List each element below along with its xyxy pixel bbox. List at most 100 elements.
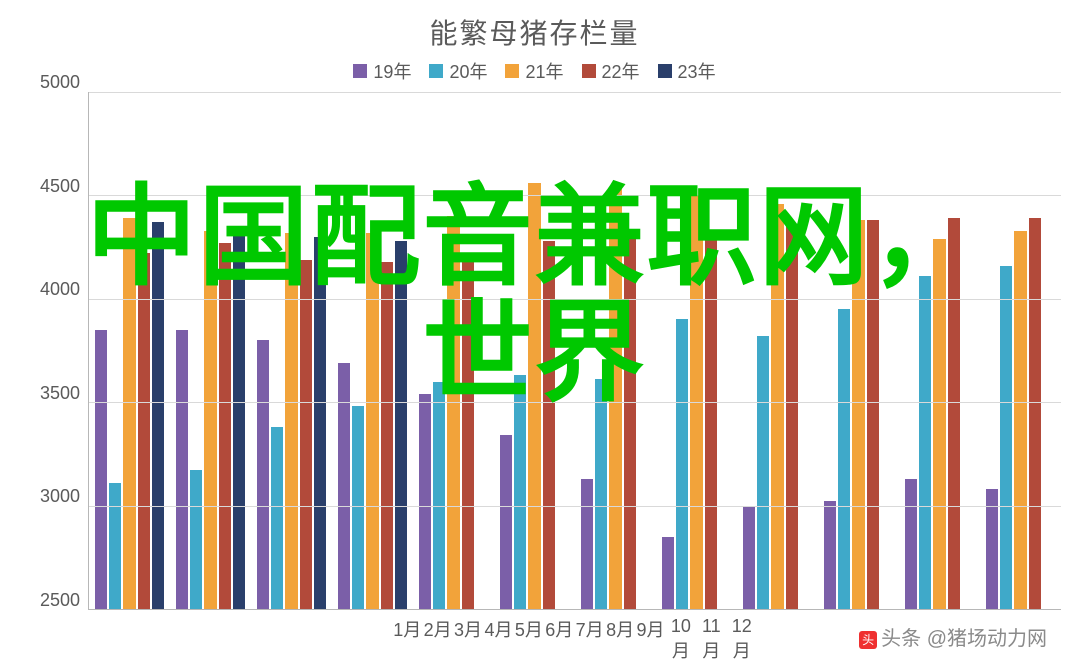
bar: [743, 506, 755, 609]
x-tick-label: 2月: [422, 616, 452, 663]
bar: [314, 237, 326, 609]
plot-area: [88, 92, 1061, 610]
bar: [271, 427, 283, 609]
bar: [986, 489, 998, 609]
bar: [528, 183, 540, 609]
legend: 19年 20年 21年 22年 23年: [353, 58, 715, 84]
gridline: [89, 195, 1061, 196]
bar: [190, 470, 202, 609]
bar: [757, 336, 769, 609]
bar: [676, 319, 688, 609]
x-axis: 1月2月3月4月5月6月7月8月9月10月11月12月: [392, 616, 757, 663]
bar: [352, 406, 364, 609]
bar: [786, 224, 798, 609]
bar: [462, 260, 474, 609]
chart-title: 能繁母猪存栏量: [429, 12, 639, 52]
bar: [609, 187, 621, 609]
legend-swatch: [505, 64, 519, 78]
bar: [595, 379, 607, 609]
bar: [1029, 218, 1041, 609]
bar: [176, 330, 188, 609]
bar: [338, 363, 350, 609]
x-tick-label: 9月: [635, 616, 665, 663]
x-tick-label: 10月: [666, 616, 696, 663]
y-tick-label: 3500: [40, 383, 80, 403]
legend-item: 22年: [582, 58, 640, 84]
chart-container: 能繁母猪存栏量 19年20年21年22年23年 5000450040003500…: [0, 0, 1069, 671]
plot-wrap: 500045004000350030002500: [8, 92, 1061, 610]
bar-group: [89, 92, 170, 609]
bar: [95, 330, 107, 609]
y-tick-label: 5000: [40, 72, 80, 92]
bar: [771, 204, 783, 609]
x-tick-label: 3月: [453, 616, 483, 663]
legend-item: 19年: [353, 58, 411, 84]
bar-group: [818, 92, 899, 609]
legend-label: 22年: [602, 58, 640, 84]
bar: [948, 218, 960, 609]
bar: [905, 479, 917, 609]
bar-group: [251, 92, 332, 609]
x-tick-label: 4月: [483, 616, 513, 663]
bar: [543, 241, 555, 609]
bar: [867, 220, 879, 609]
bar: [852, 220, 864, 609]
bar: [500, 435, 512, 609]
bar: [1000, 266, 1012, 609]
bar: [109, 483, 121, 609]
bar: [838, 309, 850, 609]
x-tick-label: 6月: [544, 616, 574, 663]
bar: [705, 233, 717, 609]
bar: [919, 276, 931, 609]
legend-label: 20年: [449, 58, 487, 84]
x-tick-label: 1月: [392, 616, 422, 663]
gridline: [89, 506, 1061, 507]
legend-label: 19年: [373, 58, 411, 84]
bar: [824, 501, 836, 609]
bar: [514, 375, 526, 609]
bar: [204, 231, 216, 609]
y-tick-label: 3000: [40, 486, 80, 506]
bar: [419, 394, 431, 609]
y-tick-label: 4000: [40, 279, 80, 299]
legend-item: 21年: [505, 58, 563, 84]
bars-row: [89, 92, 1061, 609]
bar-group: [980, 92, 1061, 609]
x-tick-label: 12月: [727, 616, 757, 663]
legend-swatch: [582, 64, 596, 78]
bar: [1014, 231, 1026, 609]
x-tick-label: 8月: [605, 616, 635, 663]
gridline: [89, 299, 1061, 300]
bar: [624, 237, 636, 609]
bar: [447, 216, 459, 609]
legend-item: 23年: [658, 58, 716, 84]
bar: [662, 537, 674, 609]
bar: [581, 479, 593, 609]
bar-group: [899, 92, 980, 609]
bar: [233, 229, 245, 610]
bar: [395, 241, 407, 609]
bar-group: [737, 92, 818, 609]
bar: [123, 218, 135, 609]
legend-label: 21年: [525, 58, 563, 84]
legend-swatch: [658, 64, 672, 78]
bar-group: [575, 92, 656, 609]
bar: [300, 260, 312, 609]
bar: [152, 222, 164, 609]
bar: [257, 340, 269, 609]
bar: [933, 239, 945, 609]
legend-label: 23年: [678, 58, 716, 84]
bar-group: [332, 92, 413, 609]
gridline: [89, 92, 1061, 93]
gridline: [89, 402, 1061, 403]
bar-group: [656, 92, 737, 609]
bar: [433, 382, 445, 609]
legend-swatch: [353, 64, 367, 78]
x-tick-label: 5月: [514, 616, 544, 663]
x-tick-label: 11月: [696, 616, 726, 663]
bar: [138, 253, 150, 609]
x-tick-label: 7月: [574, 616, 604, 663]
bar-group: [413, 92, 494, 609]
legend-swatch: [429, 64, 443, 78]
bar: [285, 233, 297, 609]
